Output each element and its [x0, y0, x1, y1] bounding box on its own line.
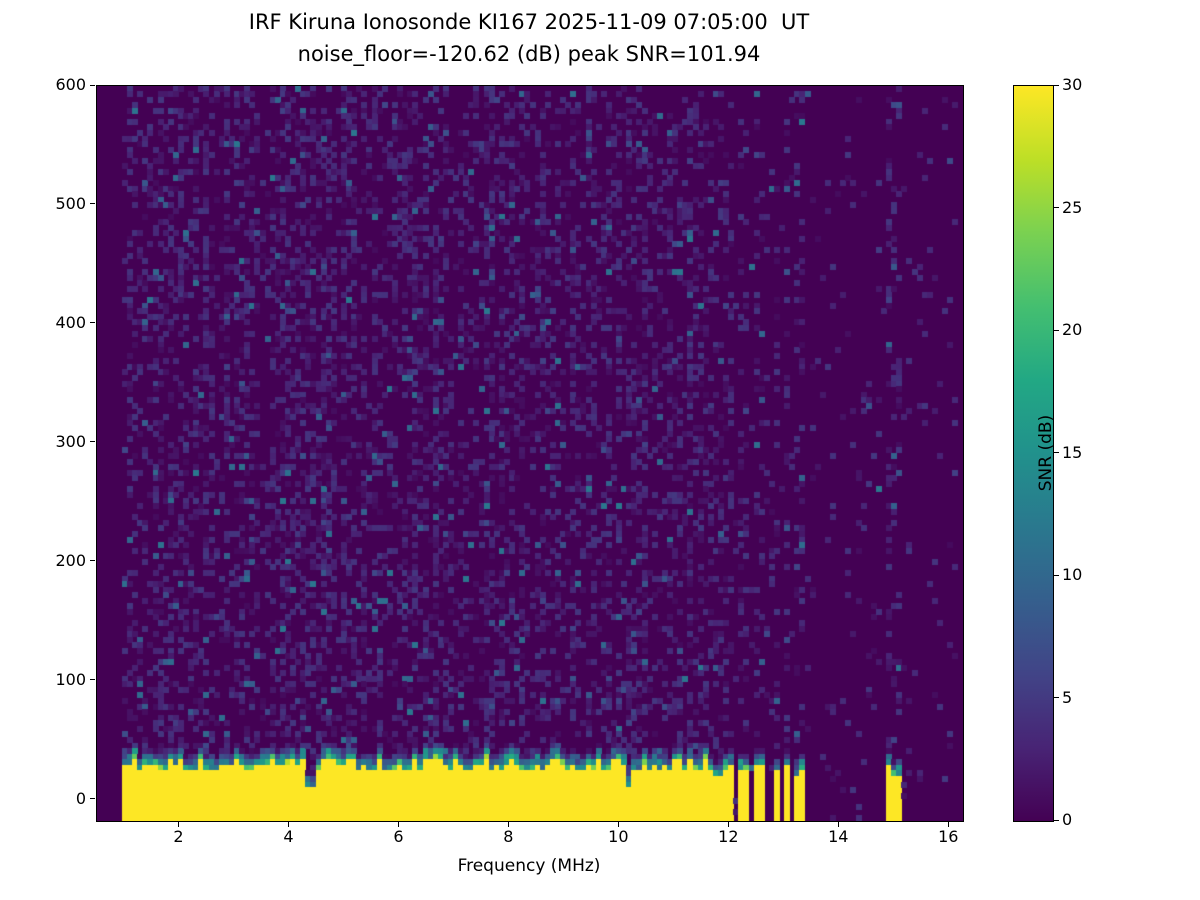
y-tick-label: 100: [55, 669, 86, 689]
x-tick-label: 14: [828, 827, 849, 846]
colorbar-tick-mark: [1054, 84, 1059, 86]
y-tick-label: 500: [55, 193, 86, 213]
chart-title: IRF Kiruna Ionosonde KI167 2025-11-09 07…: [248, 10, 810, 34]
x-tick-label: 4: [283, 827, 294, 846]
y-tick-mark: [90, 679, 95, 681]
y-tick-mark: [90, 203, 95, 205]
x-tick-label: 8: [503, 827, 514, 846]
heatmap-plot-area: [96, 85, 964, 822]
chart-subtitle: noise_floor=-120.62 (dB) peak SNR=101.94: [297, 42, 761, 66]
x-axis-label: Frequency (MHz): [457, 856, 601, 876]
x-tick-label: 10: [608, 827, 629, 846]
x-tick-mark: [177, 822, 179, 827]
x-tick-label: 12: [718, 827, 739, 846]
colorbar-tick-label: 0: [1062, 810, 1073, 829]
y-tick-label: 600: [55, 75, 86, 94]
colorbar-tick-mark: [1054, 452, 1059, 453]
x-tick-mark: [617, 822, 619, 827]
x-tick-mark: [727, 822, 729, 827]
colorbar-tick-mark: [1054, 819, 1059, 821]
x-tick-mark: [397, 822, 399, 827]
y-tick-label: 300: [55, 431, 86, 451]
colorbar-tick-label: 15: [1062, 442, 1083, 462]
y-tick-label: 0: [75, 788, 86, 808]
x-tick-label: 2: [173, 827, 184, 846]
colorbar-tick-mark: [1054, 697, 1059, 698]
y-tick-label: 200: [55, 550, 86, 570]
colorbar-tick-label: 5: [1062, 687, 1073, 707]
colorbar-label: SNR (dB): [1036, 414, 1056, 492]
x-tick-mark: [947, 822, 949, 827]
x-tick-mark: [837, 822, 839, 827]
colorbar: [1013, 85, 1054, 822]
y-tick-mark: [90, 322, 95, 324]
y-tick-mark: [90, 798, 95, 800]
colorbar-tick-mark: [1054, 207, 1059, 208]
x-tick-mark: [507, 822, 509, 827]
x-tick-mark: [287, 822, 289, 827]
colorbar-tick-label: 20: [1062, 320, 1083, 339]
y-tick-label: 400: [55, 312, 86, 332]
y-tick-mark: [90, 84, 95, 86]
heatmap-canvas: [97, 86, 963, 821]
colorbar-tick-mark: [1054, 329, 1059, 331]
colorbar-tick-label: 30: [1062, 75, 1083, 94]
y-tick-mark: [90, 560, 95, 562]
y-tick-mark: [90, 441, 95, 443]
colorbar-tick-label: 10: [1062, 565, 1083, 584]
colorbar-tick-label: 25: [1062, 197, 1083, 217]
x-tick-label: 16: [938, 827, 959, 846]
x-tick-label: 6: [393, 827, 404, 846]
colorbar-tick-mark: [1054, 574, 1059, 576]
